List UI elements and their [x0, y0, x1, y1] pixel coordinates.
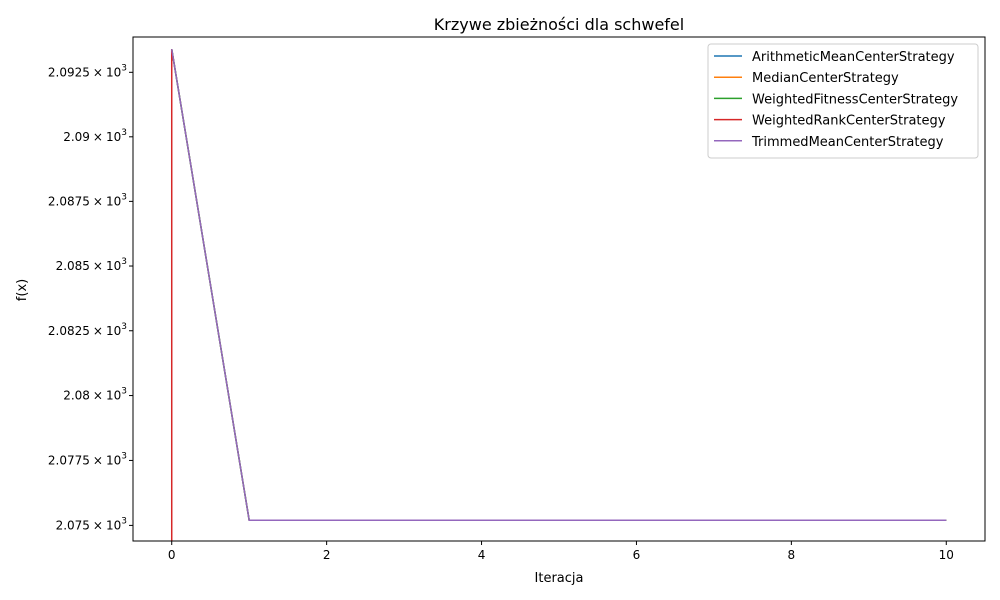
plot-frame — [132, 36, 986, 542]
y-axis-label: f(x) — [15, 279, 30, 301]
y-tick-label: 2.08×103​ — [63, 387, 127, 403]
legend: ArithmeticMeanCenterStrategy MedianCenter… — [707, 43, 979, 159]
legend-label-1: MedianCenterStrategy — [752, 71, 899, 86]
legend-frame — [707, 43, 979, 159]
x-axis-label: Iteracja — [535, 571, 584, 586]
y-tick-label: 2.075×103​ — [56, 516, 127, 532]
y-tick-label: 2.0775×103​ — [48, 451, 127, 467]
legend-label-2: WeightedFitnessCenterStrategy — [752, 92, 958, 107]
y-tick-label: 2.0925×103​ — [48, 63, 127, 79]
x-tick-label: 10 — [939, 548, 954, 562]
y-tick-label: 2.09×103​ — [63, 128, 127, 144]
x-tick-label: 2 — [323, 548, 331, 562]
legend-label-4: TrimmedMeanCenterStrategy — [751, 135, 944, 150]
y-tick-label: 2.0825×103​ — [48, 322, 127, 338]
x-tick-label: 0 — [168, 548, 176, 562]
x-axis-ticks: 0 2 4 6 8 10 — [168, 541, 954, 562]
plot-lines — [170, 48, 947, 541]
series-line-4 — [170, 48, 947, 521]
legend-label-3: WeightedRankCenterStrategy — [752, 114, 946, 129]
x-tick-label: 4 — [478, 548, 486, 562]
x-tick-label: 6 — [633, 548, 641, 562]
x-tick-label: 8 — [788, 548, 796, 562]
y-tick-label: 2.085×103​ — [56, 257, 127, 273]
chart-title: Krzywe zbieżności dla schwefel — [434, 15, 684, 34]
y-axis-ticks: 2.075×103​ 2.0775×103​ 2.08×103​ 2.0825×103… — [48, 63, 133, 532]
y-tick-label: 2.0875×103​ — [48, 192, 127, 208]
legend-label-0: ArithmeticMeanCenterStrategy — [752, 50, 955, 65]
